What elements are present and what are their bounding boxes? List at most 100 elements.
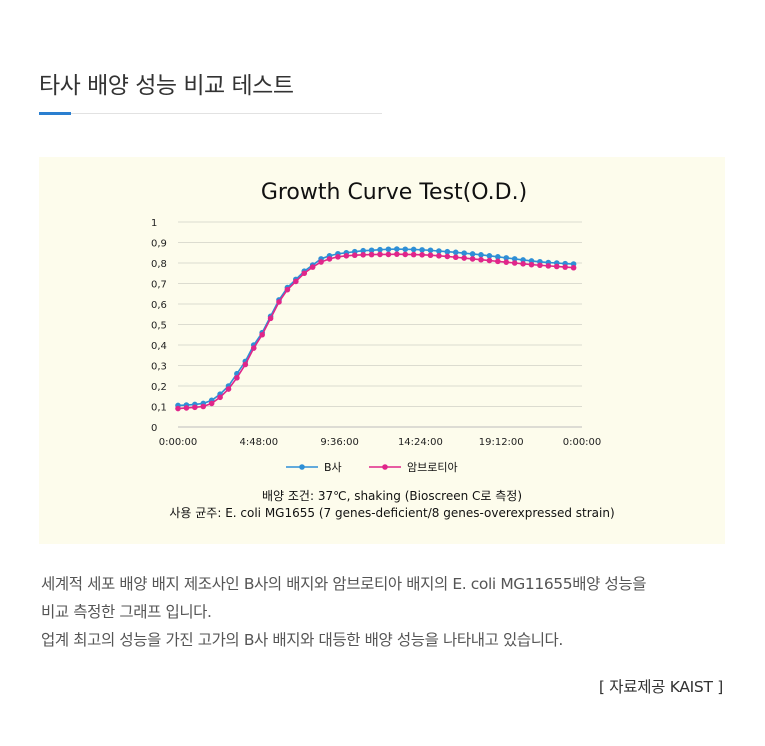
data-point — [553, 263, 560, 270]
data-point — [234, 375, 240, 381]
description: 세계적 세포 배양 배지 제조사인 B사의 배지와 암브로티아 배지의 E. c… — [41, 570, 731, 654]
data-point — [436, 248, 442, 254]
title-divider — [39, 113, 382, 114]
data-point — [427, 247, 434, 254]
chart-annotation-conditions: 배양 조건: 37℃, shaking (Bioscreen C로 측정) — [262, 489, 522, 503]
data-point — [343, 253, 350, 259]
data-point — [478, 252, 484, 258]
y-tick-label: 0,5 — [151, 321, 167, 332]
data-point — [410, 251, 417, 258]
chart-grid — [178, 221, 582, 428]
y-axis: 0 0,1 0,2 0,3 0,4 0,5 0,6 0,7 0,8 0,9 1 — [151, 218, 167, 434]
data-point — [452, 254, 459, 261]
data-point — [360, 247, 366, 254]
chart-series — [175, 246, 577, 412]
data-point — [427, 252, 434, 259]
chart-panel: Growth Curve Test(O.D.) 0 0,1 0,2 0,3 0,4 0,5… — [39, 157, 725, 544]
data-point — [368, 247, 375, 254]
data-point — [217, 394, 223, 401]
data-point — [486, 257, 493, 264]
x-axis: 0:00:00 4:48:00 9:36:00 14:24:00 19:12:00 0:0… — [159, 437, 602, 448]
data-point — [360, 252, 366, 258]
data-point — [394, 251, 400, 257]
data-point — [520, 257, 526, 263]
data-point — [503, 259, 510, 265]
y-tick-label: 0,2 — [151, 382, 167, 393]
x-tick-label: 14:24:00 — [398, 437, 443, 448]
data-point — [402, 246, 409, 253]
title-accent-bar — [39, 112, 71, 115]
data-point — [570, 264, 577, 271]
y-tick-label: 0,8 — [151, 259, 167, 270]
data-point — [309, 264, 316, 270]
chart-title: Growth Curve Test(O.D.) — [261, 180, 527, 205]
y-tick-label: 0,4 — [151, 341, 167, 352]
source-credit: [ 자료제공 KAIST ] — [598, 678, 723, 696]
data-point — [394, 246, 400, 252]
chart-legend: B사 암브로티아 — [286, 461, 458, 474]
data-point — [276, 299, 282, 305]
data-point — [335, 254, 341, 260]
data-point — [461, 250, 467, 256]
data-point — [495, 258, 501, 265]
data-point — [402, 251, 409, 258]
y-tick-label: 0,6 — [151, 300, 167, 311]
data-point — [511, 260, 518, 266]
data-point — [528, 261, 535, 268]
legend-label: B사 — [324, 461, 342, 474]
data-point — [419, 247, 425, 253]
data-point — [377, 246, 383, 253]
y-tick-label: 0 — [151, 423, 157, 434]
data-point — [410, 246, 417, 253]
data-point — [250, 345, 257, 351]
data-point — [511, 256, 518, 262]
data-point — [175, 405, 181, 412]
data-point — [478, 256, 484, 263]
data-point — [545, 263, 552, 269]
data-point — [444, 253, 451, 260]
data-point — [436, 253, 442, 259]
section-title: 타사 배양 성능 비교 테스트 — [39, 73, 294, 99]
x-tick-label: 4:48:00 — [240, 437, 279, 448]
data-point — [520, 261, 526, 267]
data-point — [200, 403, 207, 410]
data-point — [469, 251, 476, 257]
series-line — [177, 253, 574, 410]
growth-curve-chart: Growth Curve Test(O.D.) 0 0,1 0,2 0,3 0,4 0,5… — [151, 180, 615, 520]
data-point — [326, 256, 333, 262]
legend-marker — [382, 464, 388, 470]
description-line: 비교 측정한 그래프 입니다. — [41, 603, 212, 621]
data-point — [301, 270, 308, 277]
data-point — [208, 400, 215, 407]
data-point — [385, 246, 392, 253]
data-point — [192, 404, 198, 411]
data-point — [284, 286, 291, 293]
y-tick-label: 0,7 — [151, 280, 167, 291]
data-point — [444, 248, 451, 255]
data-point — [267, 315, 274, 322]
data-point — [377, 251, 383, 258]
x-tick-label: 0:00:00 — [159, 437, 198, 448]
data-point — [419, 252, 425, 258]
data-point — [242, 361, 249, 368]
data-point — [537, 262, 543, 269]
data-point — [495, 254, 501, 260]
data-point — [503, 255, 510, 261]
data-point — [259, 331, 265, 338]
data-point — [318, 259, 324, 265]
data-point — [486, 253, 493, 259]
description-line: 업계 최고의 성능을 가진 고가의 B사 배지와 대등한 배양 성능을 나타내고… — [41, 631, 563, 649]
y-tick-label: 0,3 — [151, 362, 167, 373]
data-point — [469, 256, 476, 262]
description-line: 세계적 세포 배양 배지 제조사인 B사의 배지와 암브로티아 배지의 E. c… — [41, 575, 647, 593]
data-point — [183, 405, 190, 411]
x-tick-label: 19:12:00 — [479, 437, 524, 448]
x-tick-label: 9:36:00 — [320, 437, 359, 448]
data-point — [452, 249, 459, 256]
x-tick-label: 0:00:00 — [563, 437, 602, 448]
series-line — [177, 248, 574, 407]
data-point — [461, 255, 467, 261]
y-tick-label: 1 — [151, 218, 157, 229]
data-point — [562, 264, 568, 270]
data-point — [351, 252, 358, 259]
